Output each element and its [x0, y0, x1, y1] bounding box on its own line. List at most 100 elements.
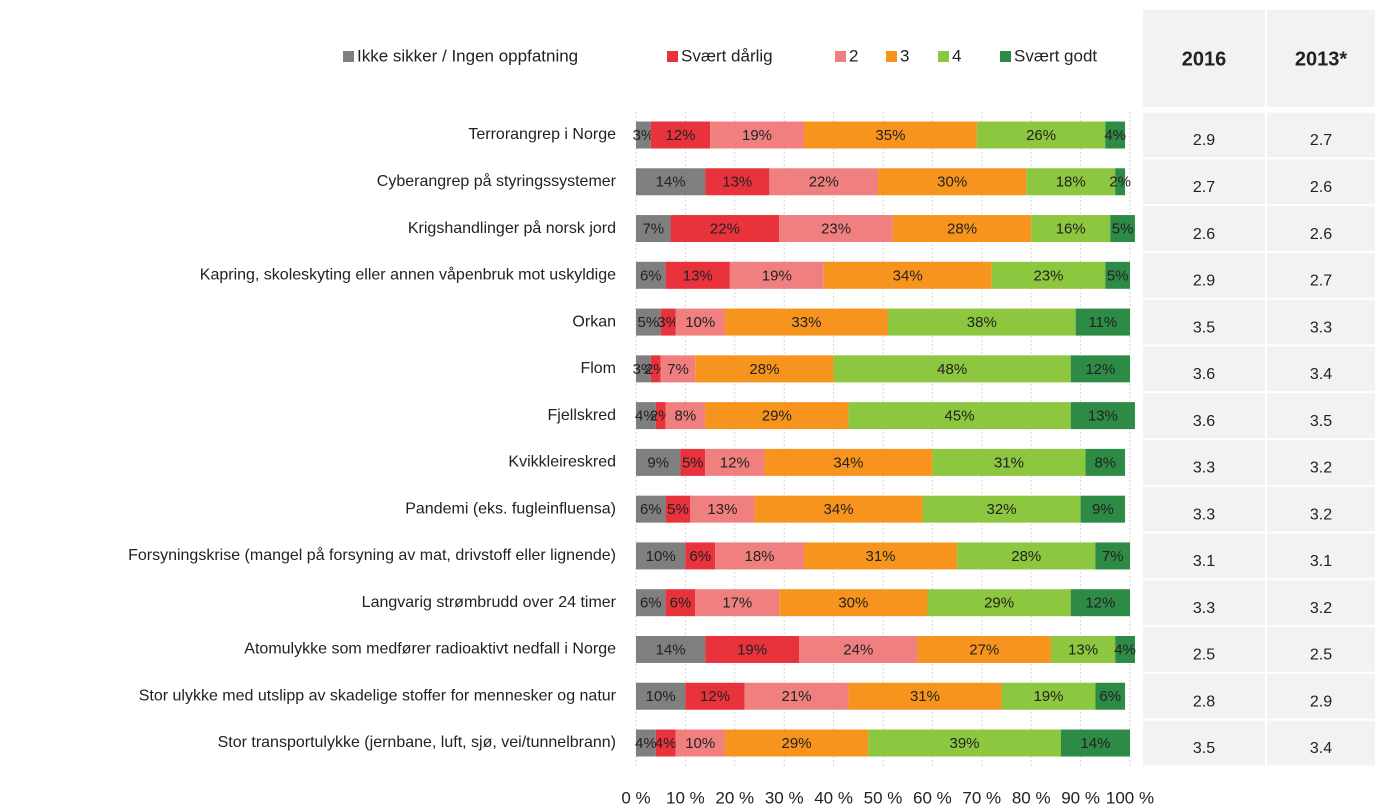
data-label: 29% [762, 408, 792, 425]
table-cell [1267, 440, 1375, 485]
data-label: 30% [937, 174, 967, 191]
data-label: 48% [937, 361, 967, 378]
table-cell [1267, 159, 1375, 205]
bar-segment [705, 635, 800, 663]
x-tick-label: 30 % [765, 788, 804, 807]
data-label: 34% [833, 454, 863, 471]
table-value: 3.3 [1193, 600, 1215, 617]
data-label: 27% [969, 641, 999, 658]
data-label: 18% [744, 548, 774, 565]
table-cell [1143, 112, 1265, 158]
table-cell [1143, 533, 1265, 579]
legend-swatch [1000, 51, 1011, 62]
bar-segment [976, 121, 1106, 149]
table-value: 3.1 [1310, 553, 1332, 570]
table-value: 2.7 [1310, 132, 1332, 149]
data-label: 34% [824, 501, 854, 518]
table-cell [1143, 440, 1265, 485]
data-label: 8% [1094, 454, 1116, 471]
data-label: 5% [1107, 267, 1129, 284]
bar-segment [1001, 682, 1096, 710]
x-tick-label: 70 % [962, 788, 1001, 807]
legend-label: 3 [900, 46, 909, 65]
data-label: 13% [1068, 641, 1098, 658]
legend-swatch [938, 51, 949, 62]
bar-segment [729, 261, 824, 289]
bar-segment [1075, 308, 1130, 336]
bar-segment [665, 261, 730, 289]
table-value: 3.2 [1310, 600, 1332, 617]
data-label: 3% [633, 361, 655, 378]
data-label: 35% [875, 127, 905, 144]
table-cell [1143, 252, 1265, 298]
bar-segment [705, 448, 765, 476]
data-label: 12% [720, 454, 750, 471]
bar-segment [779, 589, 928, 617]
data-label: 31% [866, 548, 896, 565]
data-label: 6% [640, 595, 662, 612]
data-label: 10% [685, 735, 715, 752]
x-tick-label: 10 % [666, 788, 705, 807]
data-label: 24% [843, 641, 873, 658]
data-label: 13% [683, 267, 713, 284]
bar-segment [675, 729, 725, 757]
bar-segment [636, 542, 686, 570]
table-value: 3.4 [1310, 740, 1332, 757]
data-label: 19% [1033, 688, 1063, 705]
data-label: 8% [675, 408, 697, 425]
y-tick-label: Kvikkleireskred [508, 454, 616, 471]
bar-segment [660, 355, 696, 383]
y-tick-label: Stor transportulykke (jernbane, luft, sj… [218, 734, 616, 751]
data-label: 18% [1056, 174, 1086, 191]
data-label: 10% [685, 314, 715, 331]
table-value: 2.9 [1193, 273, 1215, 290]
data-label: 28% [1011, 548, 1041, 565]
bar-segment [685, 542, 716, 570]
bar-segment [655, 402, 666, 430]
data-label: 22% [809, 174, 839, 191]
legend-label: Svært dårlig [681, 46, 773, 65]
table-value: 2.9 [1310, 693, 1332, 710]
bar-segment [1105, 121, 1126, 149]
bar-segment [848, 402, 1071, 430]
bar-segment [887, 308, 1076, 336]
y-tick-label: Flom [580, 360, 616, 377]
bar-segment [710, 121, 804, 149]
bar-segment [636, 729, 656, 757]
bar-segment [695, 355, 834, 383]
bar-segment [636, 402, 656, 430]
data-label: 45% [945, 408, 975, 425]
y-tick-label: Forsyningskrise (mangel på forsyning av … [128, 546, 616, 564]
table-cell [1267, 533, 1375, 579]
data-label: 31% [994, 454, 1024, 471]
table-value: 2.9 [1193, 132, 1215, 149]
table-value: 2.6 [1310, 179, 1332, 196]
bar-segment [917, 635, 1051, 663]
table-cell [1143, 673, 1265, 719]
data-label: 4% [655, 735, 677, 752]
bar-segment [799, 635, 918, 663]
table-cell [1143, 159, 1265, 205]
data-label: 28% [947, 221, 977, 238]
table-cell [1267, 346, 1375, 392]
table-value: 2.5 [1310, 647, 1332, 664]
y-tick-label: Stor ulykke med utslipp av skadelige sto… [139, 687, 617, 704]
y-tick-label: Pandemi (eks. fugleinfluensa) [405, 500, 616, 517]
data-label: 17% [722, 595, 752, 612]
data-label: 12% [1085, 361, 1115, 378]
bar-segment [848, 682, 1002, 710]
bar-segment [636, 121, 651, 149]
bar-segment [650, 121, 711, 149]
data-label: 5% [667, 501, 689, 518]
data-label: 26% [1026, 127, 1056, 144]
y-tick-label: Langvarig strømbrudd over 24 timer [362, 594, 617, 611]
data-label: 4% [1104, 127, 1126, 144]
bar-segment [1085, 448, 1126, 476]
table-header: 2016 [1182, 48, 1227, 70]
legend-label: Ikke sikker / Ingen oppfatning [357, 46, 578, 65]
table-value: 3.5 [1193, 740, 1215, 757]
data-label: 14% [656, 641, 686, 658]
y-tick-label: Atomulykke som medfører radioaktivt nedf… [244, 641, 616, 658]
table-cell [1267, 673, 1375, 719]
bar-segment [1080, 495, 1126, 523]
